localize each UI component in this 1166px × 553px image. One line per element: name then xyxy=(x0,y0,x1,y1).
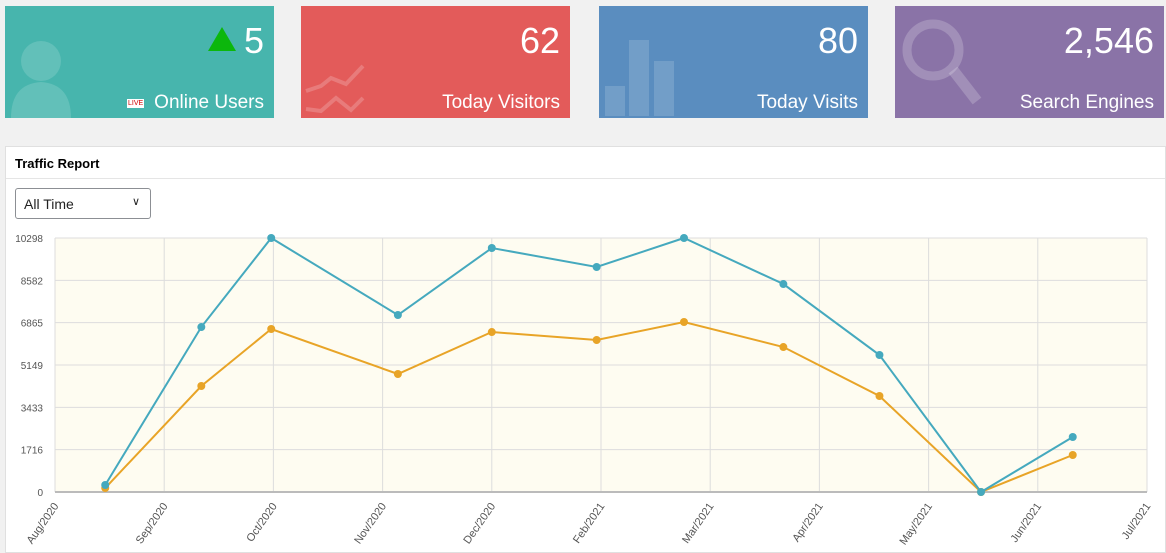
stat-card-today-visitors: 62 Today Visitors xyxy=(301,6,570,118)
range-select-value: All Time xyxy=(24,196,74,212)
data-point xyxy=(592,336,601,345)
data-point xyxy=(779,280,788,289)
live-icon: LIVE xyxy=(126,99,145,108)
data-point xyxy=(779,343,788,352)
data-point xyxy=(1068,432,1077,441)
x-tick-label: Sep/2020 xyxy=(134,501,171,546)
data-point xyxy=(977,488,986,496)
stat-label-text: Search Engines xyxy=(1019,92,1154,113)
y-tick-label: 1716 xyxy=(21,446,44,457)
stat-card-online-users: 5 LIVE Online Users xyxy=(5,6,274,118)
data-point xyxy=(487,244,496,253)
stat-number: 62 xyxy=(519,20,560,61)
data-point xyxy=(197,382,206,391)
x-tick-label: Aug/2020 xyxy=(25,501,62,546)
x-tick-label: May/2021 xyxy=(898,501,936,547)
x-tick-label: Nov/2020 xyxy=(352,501,389,546)
y-tick-label: 3433 xyxy=(21,403,44,414)
stat-label-text: Online Users xyxy=(154,92,264,113)
search-icon xyxy=(902,19,982,105)
x-tick-label: Oct/2020 xyxy=(244,501,279,544)
stat-label: Today Visitors xyxy=(442,92,560,114)
data-point xyxy=(875,392,884,401)
stat-value: 5 xyxy=(207,20,264,62)
panel-title: Traffic Report xyxy=(6,147,1165,179)
data-point xyxy=(393,311,402,320)
bar-chart-icon xyxy=(605,40,674,116)
stat-number: 80 xyxy=(817,20,858,61)
y-tick-label: 8582 xyxy=(21,276,44,287)
stat-label: Today Visits xyxy=(757,92,858,114)
data-point xyxy=(875,351,884,360)
y-tick-label: 6865 xyxy=(21,319,44,330)
y-tick-label: 5149 xyxy=(21,361,44,372)
data-point xyxy=(197,323,206,332)
stat-value: 62 xyxy=(520,20,560,62)
data-point xyxy=(487,328,496,337)
data-point xyxy=(267,325,276,334)
x-tick-label: Mar/2021 xyxy=(680,501,716,546)
stat-label: LIVE Online Users xyxy=(126,92,264,114)
up-triangle-icon xyxy=(207,27,236,51)
data-point xyxy=(267,234,276,242)
stat-number: 5 xyxy=(243,20,264,61)
stat-card-today-visits: 80 Today Visits xyxy=(599,6,868,118)
x-tick-label: Feb/2021 xyxy=(571,501,607,546)
stat-label-text: Today Visits xyxy=(756,92,858,113)
data-point xyxy=(592,263,601,272)
x-tick-label: Dec/2020 xyxy=(461,501,498,546)
y-tick-label: 0 xyxy=(37,488,43,499)
range-select[interactable]: All Time ∨ xyxy=(15,188,151,219)
data-point xyxy=(1068,451,1077,460)
data-point xyxy=(679,318,688,327)
line-chart-icon xyxy=(305,64,365,114)
chevron-down-icon: ∨ xyxy=(131,196,140,208)
stat-value: 2,546 xyxy=(1064,20,1154,62)
stat-label-text: Today Visitors xyxy=(442,92,560,113)
data-point xyxy=(393,370,402,379)
stat-value: 80 xyxy=(818,20,858,62)
user-icon xyxy=(11,41,71,118)
y-tick-label: 10298 xyxy=(15,234,43,245)
x-tick-label: Jun/2021 xyxy=(1008,501,1044,545)
stat-label: Search Engines xyxy=(1020,92,1154,114)
stat-number: 2,546 xyxy=(1063,20,1154,61)
stat-card-search-engines: 2,546 Search Engines xyxy=(895,6,1164,118)
x-tick-label: Apr/2021 xyxy=(790,501,825,544)
data-point xyxy=(101,480,110,489)
x-tick-label: Jul/2021 xyxy=(1120,501,1154,542)
data-point xyxy=(679,234,688,242)
